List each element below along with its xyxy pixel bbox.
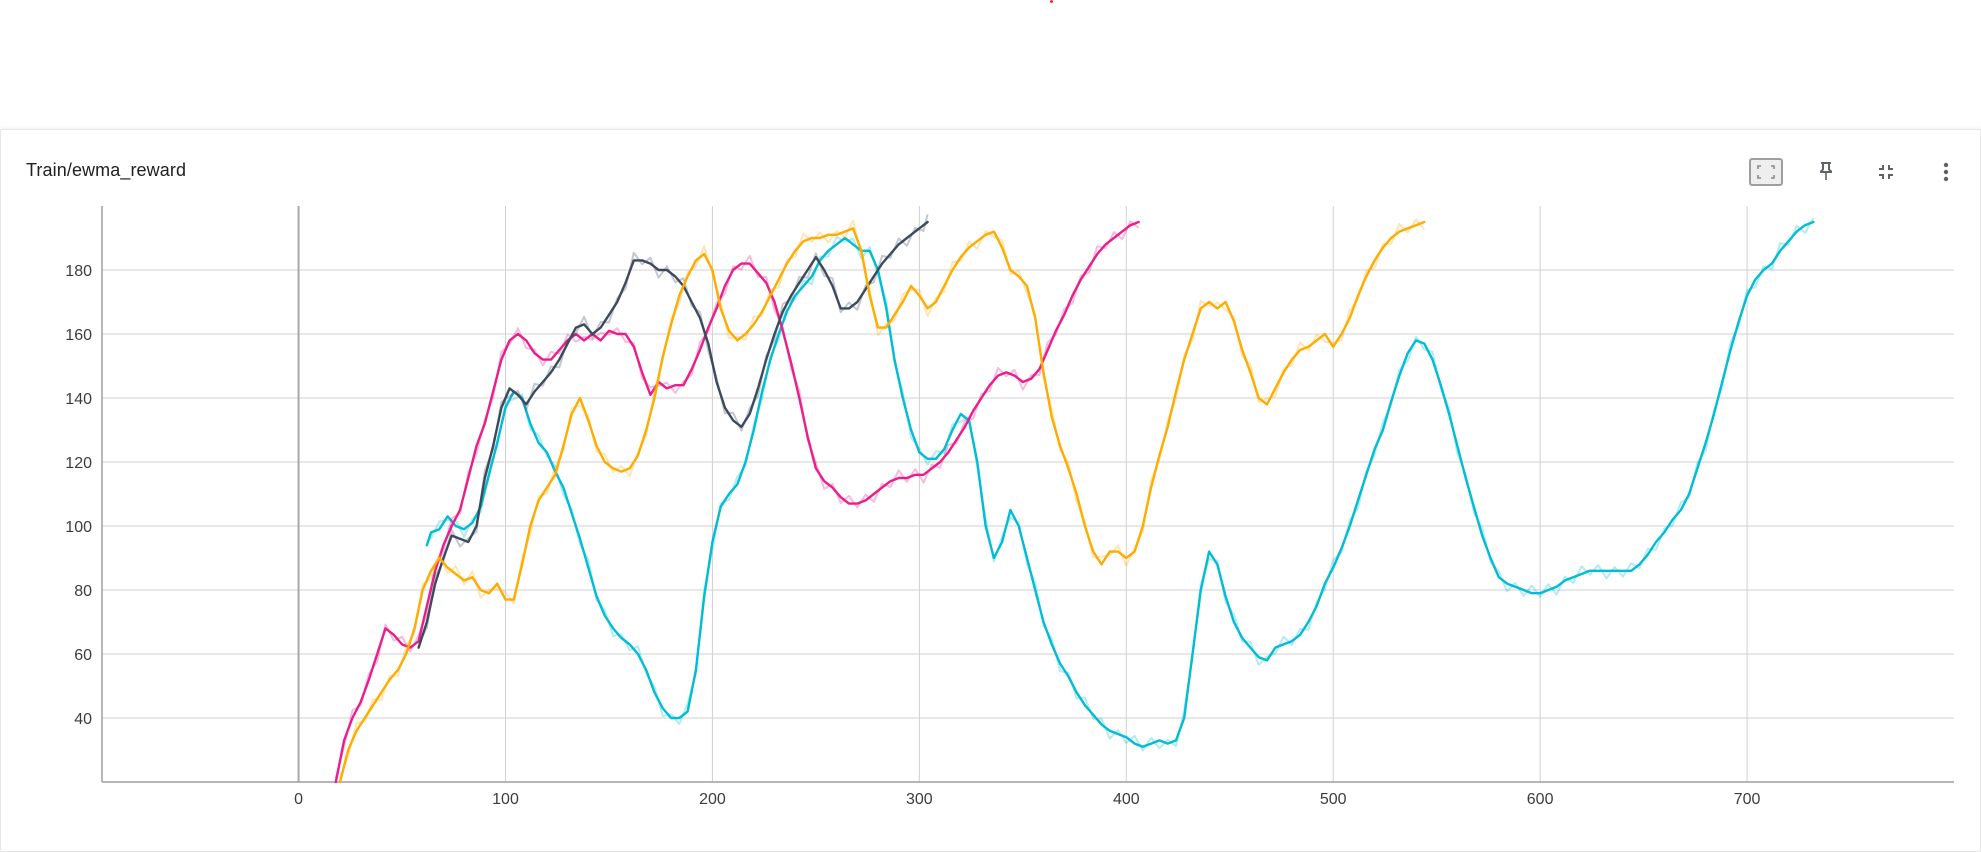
y-tick-label: 100 [65, 519, 92, 536]
pin-icon [1820, 162, 1832, 180]
series-raw-line-3 [339, 218, 1426, 779]
fit-domain-icon [1749, 158, 1783, 186]
series-line-3 [338, 220, 1426, 784]
x-tick-label: 400 [1113, 791, 1140, 808]
x-tick-label: 500 [1320, 791, 1347, 808]
series-line-2 [417, 220, 929, 649]
x-tick-label: 200 [699, 791, 726, 808]
y-tick-label: 60 [74, 647, 92, 664]
y-tick-label: 80 [74, 583, 92, 600]
chart-card: Train/ewma_reward 40 60 80 100 120 1 [0, 129, 1981, 852]
series-line-0 [425, 220, 1815, 748]
fit-domain-button[interactable] [1746, 152, 1786, 192]
x-tick-label: 0 [294, 791, 303, 808]
more-options-button[interactable] [1926, 152, 1966, 192]
series-line-1 [334, 220, 1140, 784]
more-vert-icon [1943, 162, 1949, 182]
y-tick-label: 160 [65, 327, 92, 344]
chart-title: Train/ewma_reward [26, 160, 187, 180]
status-dot [1050, 0, 1053, 3]
collapse-icon [1879, 165, 1893, 179]
chart-toolbar [1746, 152, 1966, 192]
x-tick-label: 700 [1734, 791, 1761, 808]
y-tick-label: 40 [74, 711, 92, 728]
y-tick-label: 140 [65, 391, 92, 408]
y-tick-label: 120 [65, 455, 92, 472]
x-tick-label: 600 [1527, 791, 1554, 808]
series-raw-line-0 [426, 217, 1815, 752]
collapse-button[interactable] [1866, 152, 1906, 192]
y-tick-label: 180 [65, 263, 92, 280]
line-chart[interactable]: 40 60 80 100 120 140 160 180 0 100 200 300 400 500 600… [1, 130, 1980, 851]
pin-button[interactable] [1806, 152, 1846, 192]
series-raw-line-2 [417, 214, 929, 645]
series-raw-line-1 [334, 220, 1140, 779]
x-tick-label: 100 [492, 791, 519, 808]
x-tick-label: 300 [906, 791, 933, 808]
